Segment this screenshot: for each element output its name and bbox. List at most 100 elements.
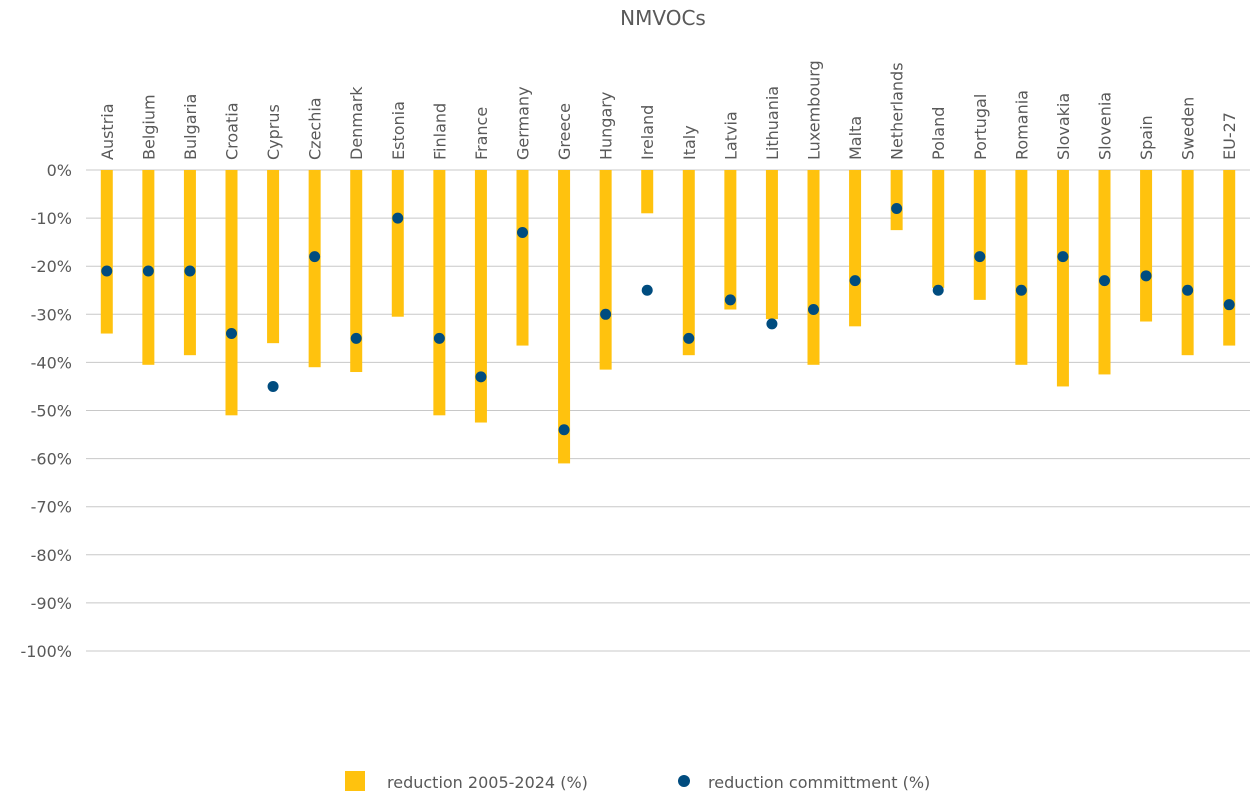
category-label: Poland: [929, 107, 948, 160]
category-label: Slovakia: [1054, 93, 1073, 160]
dot: [974, 251, 986, 263]
bar: [350, 170, 363, 373]
bar-series: [100, 170, 1236, 464]
dot: [1099, 275, 1110, 287]
bar: [391, 170, 404, 317]
category-label: Croatia: [223, 102, 242, 160]
category-label: Czechia: [306, 97, 325, 160]
category-label: Belgium: [139, 94, 158, 160]
bar: [1098, 170, 1111, 375]
dot: [142, 265, 154, 277]
dot: [226, 328, 237, 340]
bar: [973, 170, 986, 300]
y-tick-label: -40%: [31, 353, 72, 372]
y-tick-label: -100%: [20, 642, 72, 661]
chart-title: NMVOCs: [620, 6, 706, 30]
dot: [849, 275, 861, 287]
category-label: Malta: [846, 116, 865, 160]
bar: [1056, 170, 1069, 387]
dot: [309, 251, 321, 263]
category-label: Estonia: [389, 101, 408, 160]
bar: [1140, 170, 1153, 322]
legend-bar-label: reduction 2005-2024 (%): [387, 773, 588, 792]
legend-bar-swatch: [345, 771, 365, 791]
category-label: Ireland: [638, 105, 657, 160]
y-tick-label: -60%: [31, 450, 72, 469]
dot: [683, 332, 695, 344]
category-label: EU-27: [1220, 112, 1239, 160]
dot: [1182, 284, 1194, 296]
dot: [641, 284, 653, 296]
dot: [891, 202, 903, 214]
bar: [765, 170, 778, 320]
dot: [766, 318, 778, 330]
dot: [475, 371, 487, 383]
dot: [101, 265, 113, 277]
category-label: Germany: [514, 86, 533, 160]
bar: [1223, 170, 1236, 346]
dot: [392, 212, 404, 224]
y-tick-label: 0%: [47, 161, 72, 180]
category-label: Netherlands: [888, 62, 907, 160]
dot: [184, 265, 196, 277]
bar: [225, 170, 238, 416]
bar: [308, 170, 321, 368]
bar: [641, 170, 654, 214]
category-label: Cyprus: [264, 104, 283, 160]
y-tick-label: -80%: [31, 546, 72, 565]
bar: [100, 170, 113, 334]
dot: [808, 303, 819, 315]
bar: [932, 170, 945, 288]
dot: [433, 332, 445, 344]
dot: [600, 308, 612, 320]
bar: [599, 170, 612, 370]
category-label: Hungary: [597, 92, 616, 160]
category-label: France: [472, 107, 491, 160]
bar: [558, 170, 571, 464]
category-label: Finland: [430, 103, 449, 160]
category-labels: Austria Belgium Bulgaria Croatia Cyprus Czech…: [98, 60, 1239, 160]
bar: [474, 170, 487, 423]
category-label: Austria: [98, 103, 117, 160]
dot: [724, 294, 736, 306]
category-label: Denmark: [347, 86, 366, 160]
legend: reduction 2005-2024 (%) reduction commit…: [345, 771, 930, 792]
bar: [682, 170, 695, 356]
bar: [183, 170, 196, 356]
dot: [1140, 270, 1152, 282]
category-label: Italy: [680, 125, 699, 160]
dot: [1223, 299, 1235, 311]
bar: [433, 170, 446, 416]
dot: [517, 227, 528, 239]
category-label: Greece: [555, 103, 574, 160]
bar: [807, 170, 820, 365]
dot: [1057, 251, 1069, 263]
dot: [350, 332, 362, 344]
category-label: Bulgaria: [181, 94, 200, 160]
category-label: Portugal: [971, 94, 990, 160]
y-tick-label: -90%: [31, 594, 72, 613]
y-tick-label: -50%: [31, 402, 72, 421]
category-label: Luxembourg: [805, 60, 824, 160]
legend-dot-label: reduction committment (%): [708, 773, 930, 792]
category-label: Romania: [1012, 90, 1031, 160]
y-tick-label: -30%: [31, 305, 72, 324]
dot: [1015, 284, 1027, 296]
dot-series: [101, 202, 1235, 436]
dot: [932, 284, 944, 296]
category-label: Lithuania: [763, 86, 782, 160]
dot: [267, 380, 279, 392]
bar: [267, 170, 280, 344]
y-tick-label: -20%: [31, 257, 72, 276]
category-label: Slovenia: [1096, 92, 1115, 160]
dot: [558, 424, 570, 436]
bar: [724, 170, 737, 310]
y-tick-label: -70%: [31, 498, 72, 517]
bar: [890, 170, 903, 231]
bar: [1181, 170, 1194, 356]
category-label: Sweden: [1179, 97, 1198, 160]
y-axis-tick-labels: 0% -10% -20% -30% -40% -50% -60% -70% -80% -90% -1…: [20, 161, 72, 661]
bar: [849, 170, 862, 327]
gridlines: [86, 169, 1250, 652]
